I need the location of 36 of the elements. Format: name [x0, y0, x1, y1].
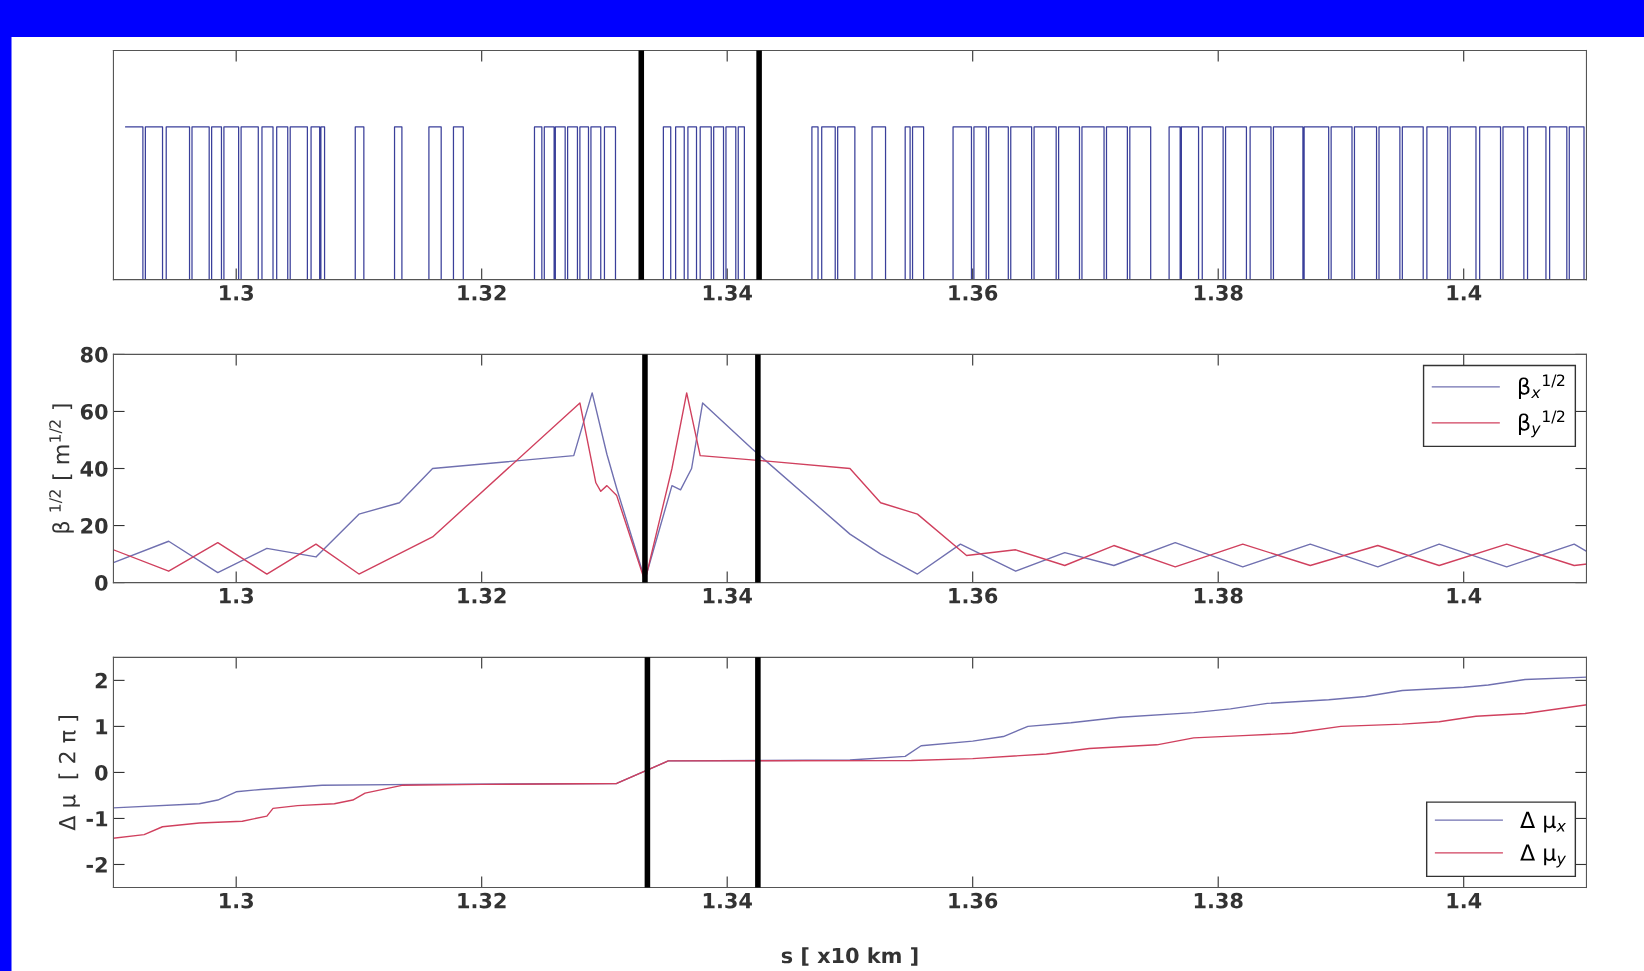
- x-tick-label: 1.34: [703, 284, 752, 301]
- x-tick-label: 1.3: [220, 587, 253, 604]
- y-tick-label: 2: [95, 672, 107, 689]
- x-tick-label: 1.3: [220, 892, 253, 909]
- x-tick-label: 1.36: [949, 284, 998, 301]
- x-tick-label: 1.32: [458, 587, 506, 604]
- x-tick-label: 1.34: [703, 892, 752, 909]
- legend-label: β$_{x}$$^{1/2}$: [1518, 374, 1565, 400]
- legend-label: Δ μ$_{y}$: [1520, 844, 1567, 868]
- legend-label: Δ μ$_{x}$: [1520, 811, 1566, 833]
- x-tick-label: 1.38: [1194, 587, 1243, 604]
- line-series: [113, 704, 1587, 839]
- y-tick-label: 20: [81, 518, 108, 534]
- y-tick-label: 0: [95, 575, 108, 591]
- x-tick-label: 1.4: [1447, 588, 1482, 604]
- x-tick-label: 1.4: [1447, 893, 1482, 909]
- y-tick-label: -2: [86, 856, 107, 873]
- x-tick-label: 1.36: [949, 892, 998, 909]
- x-tick-label: 1.32: [458, 284, 506, 301]
- y-tick-label: 1: [96, 719, 108, 735]
- x-tick-label: 1.38: [1194, 892, 1243, 909]
- y-axis-title: β $^{1/2}$ [ m$^{1/2}$ ]: [49, 404, 74, 533]
- y-tick-label: -1: [86, 811, 108, 827]
- x-tick-label: 1.36: [949, 587, 998, 604]
- legend-label: β$_{y}$$^{1/2}$: [1518, 410, 1565, 438]
- y-tick-label: 0: [95, 764, 108, 781]
- x-tick-label: 1.3: [220, 284, 253, 301]
- y-tick-label: 80: [80, 346, 108, 363]
- x-tick-label: 1.34: [703, 587, 752, 604]
- x-tick-label: 1.4: [1447, 285, 1482, 301]
- x-tick-label: 1.32: [458, 892, 506, 909]
- y-tick-label: 60: [80, 403, 108, 420]
- y-tick-label: 40: [80, 460, 108, 477]
- y-axis-title: Δ μ [ 2 π ]: [58, 716, 80, 831]
- x-tick-label: 1.38: [1194, 284, 1243, 301]
- x-axis-title: s [ x10 km ]: [781, 947, 918, 966]
